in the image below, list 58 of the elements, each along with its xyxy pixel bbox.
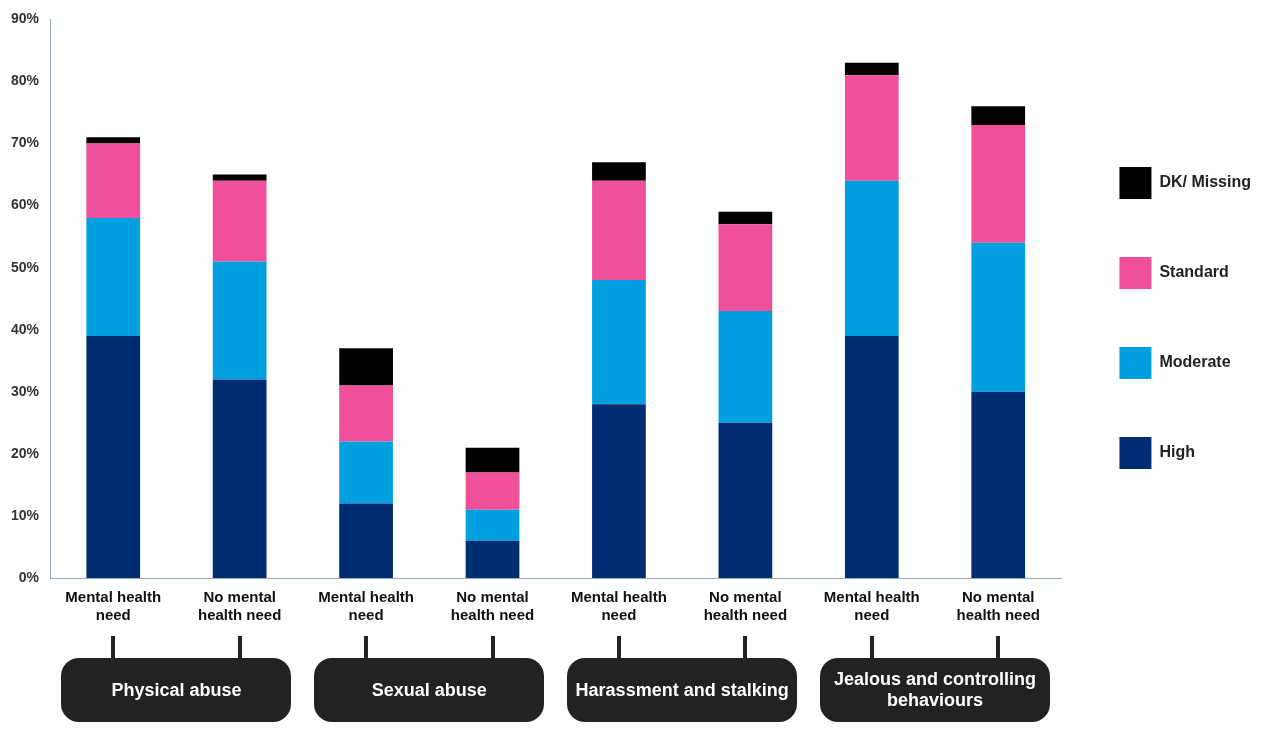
legend-label: DK/ Missing [1159, 173, 1251, 191]
bar [465, 509, 520, 541]
bar [592, 280, 646, 405]
x-tick-label: Mental health need [823, 588, 920, 624]
bar [844, 180, 899, 336]
bar [339, 441, 393, 504]
legend-label: Moderate [1159, 353, 1231, 371]
bar [212, 180, 267, 262]
y-tick-label: 40% [10, 320, 40, 337]
bar [339, 385, 393, 442]
x-tick-label: No mental health need [450, 588, 535, 624]
x-tick-label: No mental health need [956, 588, 1040, 624]
y-tick-label: 90% [10, 10, 40, 27]
bar [465, 472, 520, 510]
y-tick-label: 10% [10, 506, 40, 523]
x-tick-label: Mental health need [65, 588, 162, 624]
bar [592, 180, 646, 281]
bar [86, 218, 141, 336]
legend-label: Standard [1159, 263, 1229, 281]
bar [212, 261, 267, 380]
legend-label: High [1159, 443, 1195, 461]
bar [212, 174, 267, 181]
x-tick-label: Mental health need [571, 588, 667, 624]
y-tick-label: 80% [10, 72, 40, 89]
bar [844, 75, 899, 181]
x-tick-label: Mental health need [318, 588, 415, 624]
y-tick-label: 50% [10, 258, 40, 275]
x-tick-label: No mental health need [197, 588, 282, 624]
bar [465, 540, 520, 578]
bar [465, 447, 520, 473]
y-tick-label: 60% [10, 196, 40, 213]
bar [339, 503, 393, 578]
text: Physical abuse [111, 679, 242, 701]
y-tick-label: 0% [18, 568, 40, 585]
y-tick-label: 70% [10, 134, 40, 151]
bar [971, 391, 1026, 578]
bar [844, 335, 899, 578]
bar [718, 422, 773, 578]
bar [971, 242, 1026, 392]
bar [212, 379, 267, 578]
bar [718, 224, 773, 312]
text: Jealous and controlling behaviours [833, 669, 1037, 711]
text: Harassment and stalking [575, 679, 789, 701]
bar [339, 348, 393, 386]
bar [971, 124, 1026, 243]
x-tick-label: No mental health need [703, 588, 788, 624]
text: Sexual abuse [371, 679, 487, 701]
bar [844, 62, 899, 76]
bar [718, 311, 773, 423]
bar [718, 211, 773, 225]
bar [86, 335, 141, 578]
bar [592, 404, 646, 578]
y-tick-label: 20% [10, 444, 40, 461]
bar [592, 162, 646, 181]
bar [86, 137, 141, 144]
bar [971, 106, 1026, 125]
y-tick-label: 30% [10, 382, 40, 399]
bar [86, 143, 141, 219]
